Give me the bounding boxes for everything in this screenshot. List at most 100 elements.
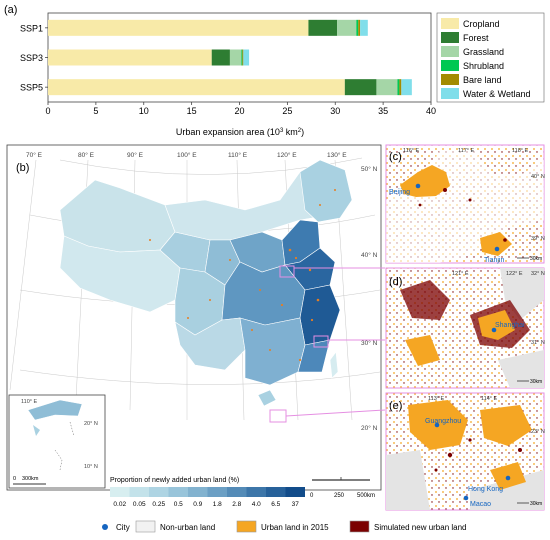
colorbar-tick-label: 37: [292, 501, 300, 508]
colorbar-tick-label: 6.5: [271, 501, 280, 508]
lat-label: 40° N: [531, 174, 545, 180]
panel-e-sea: [386, 450, 430, 510]
lon-label: 130° E: [327, 151, 347, 159]
lon-label: 121° E: [452, 271, 469, 277]
panel-d-label: (d): [389, 276, 402, 288]
colorbar-tick-label: 0.02: [113, 501, 126, 508]
city-marker-guangzhou: [434, 422, 440, 428]
lon-label: 116° E: [403, 148, 419, 154]
zoom-boxes: [269, 265, 386, 423]
lon-label: 118° E: [512, 148, 528, 154]
beijing-urban-area: [400, 165, 450, 197]
scale-label: 250: [334, 493, 345, 499]
x-tick-label: 5: [93, 106, 98, 116]
urban-dots: [149, 189, 336, 362]
lat-label: 30° N: [361, 339, 378, 347]
inset-hainan: [33, 425, 40, 436]
bar-segment-forest: [308, 19, 338, 36]
shanghai-urban-area: [478, 310, 515, 340]
bar-chart-categories: SSP1 SSP3 SSP5: [20, 23, 48, 93]
lon-label: 113° E: [428, 396, 444, 402]
scale-label: 30km: [530, 501, 542, 507]
colorbar-tick-label: 0.25: [152, 501, 165, 508]
lat-label: 39° N: [531, 236, 545, 242]
x-tick-label: 0: [45, 106, 50, 116]
colorbar-swatch: [129, 487, 149, 497]
colorbar-swatch: [246, 487, 266, 497]
city-label: Guangzhou: [425, 418, 461, 425]
city-marker-tianjin: [494, 246, 500, 252]
colorbar-tick-label: 0.5: [174, 501, 183, 508]
bar-segment-grassland: [229, 49, 242, 66]
inset-coast: [27, 399, 83, 421]
city-marker-beijing: [415, 183, 421, 189]
legend-nonurban-swatch: [135, 520, 156, 533]
legend-label: Forest: [463, 33, 489, 43]
bar-segment-bare-land: [358, 19, 361, 36]
colorbar-title: Proportion of newly added urban land (%): [110, 477, 239, 484]
panel-d-new-urban: [400, 280, 450, 320]
inset-lat-label: 20° N: [84, 421, 98, 427]
x-tick-label: 20: [234, 106, 244, 116]
lat-label: 50° N: [361, 165, 378, 173]
lat-label: 40° N: [361, 251, 378, 259]
panel-e-label: (e): [389, 400, 402, 412]
inset-lon-label: 110° E: [21, 399, 37, 405]
province-taiwan: [329, 351, 339, 379]
x-axis-title: Urban expansion area (103 km2): [176, 127, 304, 137]
scale-label: 500km: [357, 493, 375, 499]
legend-swatch: [441, 60, 459, 71]
lon-label: 70° E: [26, 151, 43, 159]
colorbar-tick-label: 0.05: [133, 501, 146, 508]
inset-boundary: [69, 421, 75, 437]
lon-label: 80° E: [78, 151, 95, 159]
legend-city-label: City: [116, 523, 130, 532]
colorbar-tick-label: 2.8: [232, 501, 241, 508]
legend-label: Cropland: [463, 19, 500, 29]
inset-scale-label: 300km: [22, 476, 39, 482]
lon-label: 114° E: [481, 396, 497, 402]
lon-label: 100° E: [177, 151, 197, 159]
panel-e-new-urban: [434, 438, 522, 472]
province-northeast: [299, 159, 353, 223]
bar-chart-x-ticks: 0 5 10 15 20 25 30 35 40: [45, 102, 436, 116]
city-label: Shanghai: [495, 322, 525, 329]
city-label: Tianjin: [484, 257, 504, 264]
legend-urban2015-swatch: [236, 520, 257, 533]
lon-label: 90° E: [127, 151, 144, 159]
bar-segment-grassland: [337, 19, 357, 36]
legend-simulated-swatch: [349, 520, 370, 533]
legend-swatch: [441, 88, 459, 99]
province-hainan: [257, 389, 277, 407]
panel-c-new-urban: [418, 188, 507, 242]
scale-label: 0: [310, 493, 314, 499]
colorbar-tick-label: 4.0: [252, 501, 261, 508]
map-legend: City Non-urban land Urban land in 2015 S…: [102, 520, 467, 533]
inset-scale-zero: 0: [13, 476, 16, 482]
x-tick-label: 30: [330, 106, 340, 116]
legend-city-marker: [102, 524, 108, 530]
map-lon-labels: 70° E 80° E 90° E 100° E 110° E 120° E 1…: [26, 151, 347, 159]
bar-segment-cropland: [48, 19, 309, 36]
colorbar-swatch: [149, 487, 169, 497]
x-tick-label: 35: [378, 106, 388, 116]
category-label: SSP3: [20, 53, 43, 63]
city-marker-hong-kong: [505, 475, 511, 481]
legend-swatch: [441, 32, 459, 43]
panel-e-urban: [480, 405, 532, 446]
bar-segment-water-wetland: [360, 19, 368, 36]
bar-segment-cropland: [48, 49, 212, 66]
bar-segment-bare-land: [242, 49, 244, 66]
x-tick-label: 15: [187, 106, 197, 116]
bar-segment-water-wetland: [243, 49, 250, 66]
colorbar-tick-label: 0.9: [193, 501, 202, 508]
city-label: Beijing: [389, 189, 410, 196]
graticule-70e: [9, 159, 37, 391]
colorbar-ticks: 0.02 0.05 0.25 0.5 0.9 1.8 2.8 4.0 6.5 37: [113, 501, 299, 508]
zoom-box-shanghai: [313, 335, 329, 348]
panel-b-label: (b): [16, 162, 29, 174]
legend-swatch: [441, 18, 459, 29]
city-label: Macao: [470, 501, 491, 508]
panel-c-label: (c): [389, 151, 402, 163]
